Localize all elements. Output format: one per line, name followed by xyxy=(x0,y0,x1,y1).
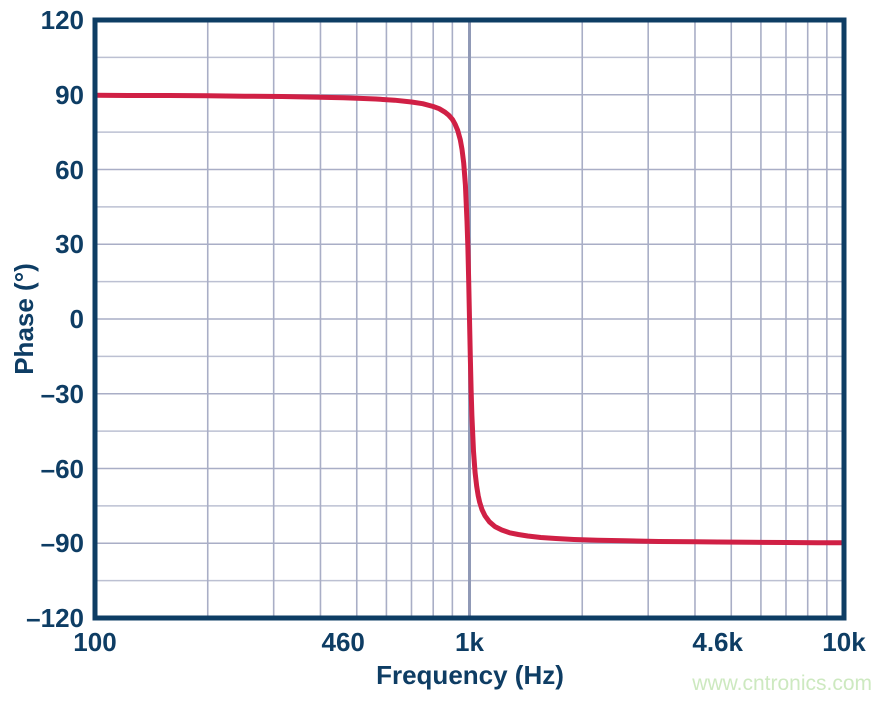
x-axis-title: Frequency (Hz) xyxy=(376,660,564,690)
x-tick-label: 100 xyxy=(73,627,117,657)
x-tick-label: 1k xyxy=(455,627,484,657)
y-tick-label: –90 xyxy=(40,528,84,559)
plot-frame xyxy=(92,17,847,621)
x-tick-label: 4.6k xyxy=(692,627,743,657)
y-tick-label: 0 xyxy=(69,304,84,334)
y-axis-title: Phase (°) xyxy=(9,263,39,375)
y-tick-label: 120 xyxy=(40,5,84,35)
watermark: www.cntronics.com xyxy=(692,672,872,695)
y-tick-label: –60 xyxy=(40,453,84,484)
vertical-gridlines xyxy=(206,20,828,618)
y-tick-label: –120 xyxy=(26,603,84,633)
y-tick-label: 30 xyxy=(55,229,84,260)
y-tick-label: 60 xyxy=(55,154,84,185)
y-tick-label: –30 xyxy=(40,378,84,409)
y-tick-label: 90 xyxy=(55,79,84,110)
phase-curve xyxy=(92,92,847,546)
x-tick-label: 10k xyxy=(822,627,866,657)
x-tick-label: 460 xyxy=(321,627,365,657)
